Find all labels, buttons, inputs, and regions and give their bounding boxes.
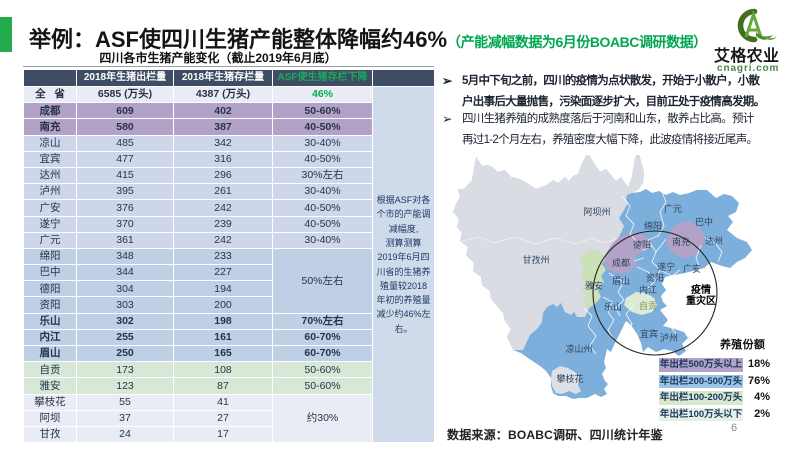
svg-text:攀枝花: 攀枝花 bbox=[556, 373, 583, 384]
svg-text:自贡: 自贡 bbox=[639, 300, 657, 311]
svg-text:德阳: 德阳 bbox=[633, 239, 651, 250]
svg-text:艾格农业: 艾格农业 bbox=[714, 46, 779, 65]
svg-text:南充: 南充 bbox=[672, 236, 690, 247]
svg-text:成都: 成都 bbox=[612, 257, 630, 268]
svg-text:乐山: 乐山 bbox=[604, 301, 622, 312]
svg-text:广安: 广安 bbox=[683, 263, 701, 274]
svg-text:阿坝州: 阿坝州 bbox=[583, 207, 610, 217]
svg-text:泸州: 泸州 bbox=[660, 333, 678, 343]
svg-text:cnagri.com: cnagri.com bbox=[717, 63, 779, 74]
svg-text:绵阳: 绵阳 bbox=[644, 220, 662, 231]
svg-text:巴中: 巴中 bbox=[695, 216, 713, 227]
svg-text:眉山: 眉山 bbox=[612, 276, 630, 286]
svg-text:达州: 达州 bbox=[705, 235, 723, 246]
svg-text:内江: 内江 bbox=[639, 284, 657, 295]
svg-text:广元: 广元 bbox=[664, 203, 682, 214]
svg-text:资阳: 资阳 bbox=[646, 273, 664, 283]
svg-text:雅安: 雅安 bbox=[585, 280, 603, 291]
svg-text:重灾区: 重灾区 bbox=[686, 294, 716, 307]
svg-text:遂宁: 遂宁 bbox=[657, 261, 675, 272]
svg-text:宜宾: 宜宾 bbox=[640, 328, 658, 339]
svg-text:疫情: 疫情 bbox=[691, 283, 711, 296]
svg-text:甘孜州: 甘孜州 bbox=[522, 254, 549, 265]
svg-text:凉山州: 凉山州 bbox=[565, 343, 592, 354]
